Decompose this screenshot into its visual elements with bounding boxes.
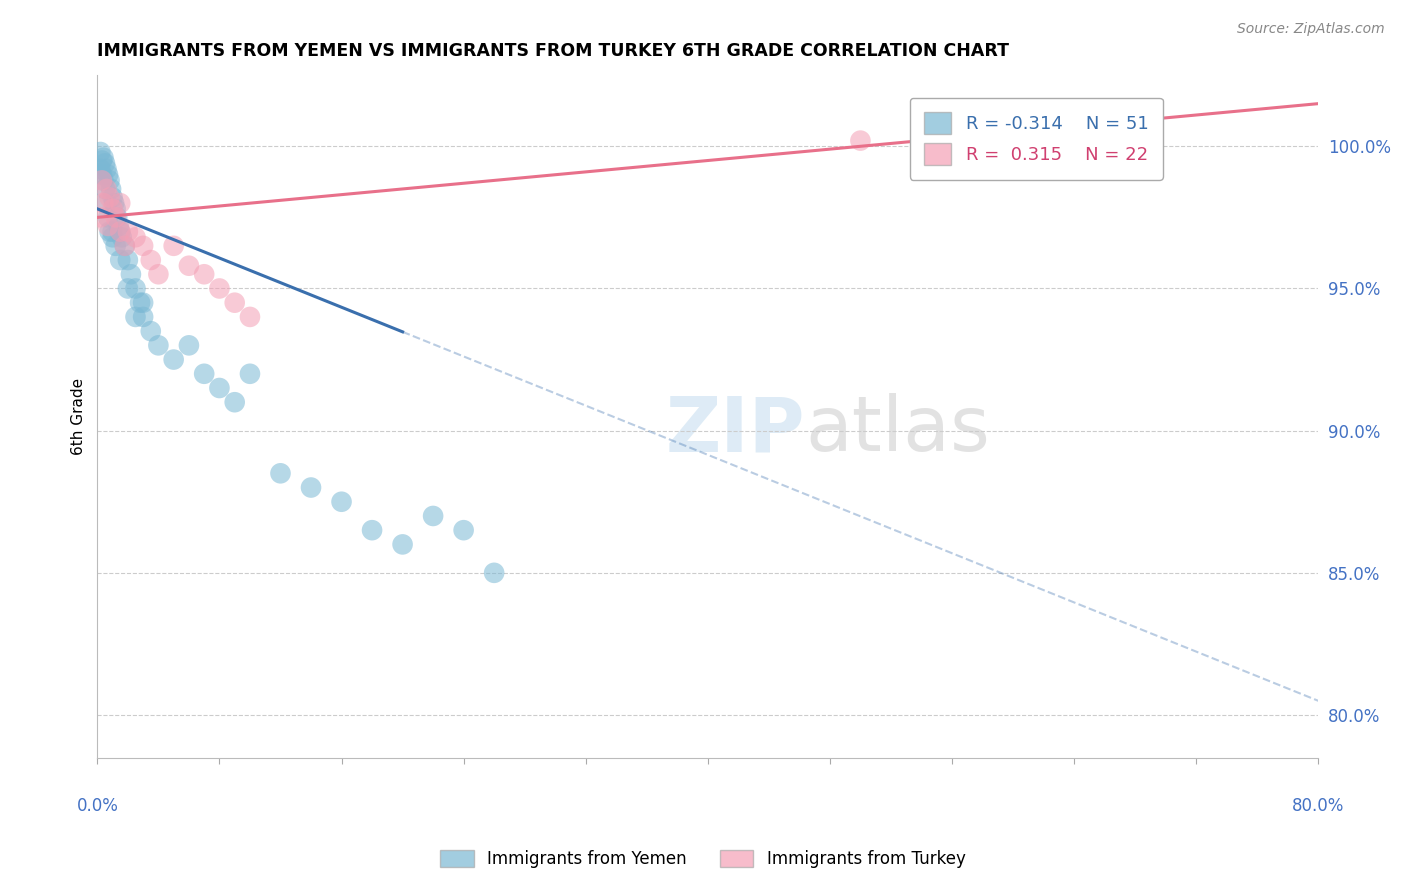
Point [224,395,246,409]
Point [193,367,215,381]
Point [132,310,155,324]
Text: 80.0%: 80.0% [1292,797,1344,814]
Y-axis label: 6th Grade: 6th Grade [72,378,86,455]
Point [482,566,505,580]
Text: atlas: atlas [806,393,990,467]
Point [177,338,200,352]
Point [148,267,170,281]
Point [208,381,231,395]
Point [89,162,111,177]
Point [98,173,121,187]
Point [177,259,200,273]
Point [101,225,124,239]
Point [129,295,152,310]
Point [103,196,125,211]
Point [104,202,127,216]
Point [107,219,129,233]
Point [97,219,120,233]
Point [96,182,118,196]
Point [239,367,262,381]
Point [114,239,136,253]
Point [132,239,155,253]
Text: IMMIGRANTS FROM YEMEN VS IMMIGRANTS FROM TURKEY 6TH GRADE CORRELATION CHART: IMMIGRANTS FROM YEMEN VS IMMIGRANTS FROM… [97,42,1010,60]
Point [422,508,444,523]
Point [124,281,146,295]
Point [110,225,132,239]
Point [110,225,132,239]
Point [101,230,124,244]
Point [111,230,134,244]
Point [361,523,384,537]
Point [104,211,127,225]
Point [269,467,291,481]
Point [132,295,155,310]
Point [117,253,139,268]
Point [208,281,231,295]
Point [114,239,136,253]
Point [90,153,112,168]
Point [96,162,118,177]
Point [124,310,146,324]
Point [299,481,322,495]
Point [849,134,872,148]
Point [104,239,127,253]
Point [93,173,115,187]
Point [101,202,124,216]
Point [97,211,120,225]
Point [117,225,139,239]
Point [100,182,122,196]
Point [93,151,115,165]
Point [89,211,111,225]
Point [94,156,117,170]
Point [101,190,124,204]
Text: ZIP: ZIP [666,393,806,467]
Point [224,295,246,310]
Legend: R = -0.314    N = 51, R =  0.315    N = 22: R = -0.314 N = 51, R = 0.315 N = 22 [910,98,1163,180]
Legend: Immigrants from Yemen, Immigrants from Turkey: Immigrants from Yemen, Immigrants from T… [433,843,973,875]
Point [239,310,262,324]
Text: 0.0%: 0.0% [76,797,118,814]
Point [139,324,162,338]
Point [90,168,112,182]
Point [90,173,112,187]
Point [117,281,139,295]
Point [163,239,186,253]
Point [89,145,111,159]
Point [391,537,413,551]
Point [94,182,117,196]
Point [163,352,186,367]
Point [96,196,118,211]
Point [110,253,132,268]
Point [93,196,115,211]
Point [110,196,132,211]
Point [124,230,146,244]
Point [120,267,142,281]
Point [453,523,475,537]
Point [193,267,215,281]
Point [148,338,170,352]
Point [98,225,121,239]
Text: Source: ZipAtlas.com: Source: ZipAtlas.com [1237,22,1385,37]
Point [105,211,128,225]
Point [98,190,121,204]
Point [97,168,120,182]
Point [330,494,353,508]
Point [139,253,162,268]
